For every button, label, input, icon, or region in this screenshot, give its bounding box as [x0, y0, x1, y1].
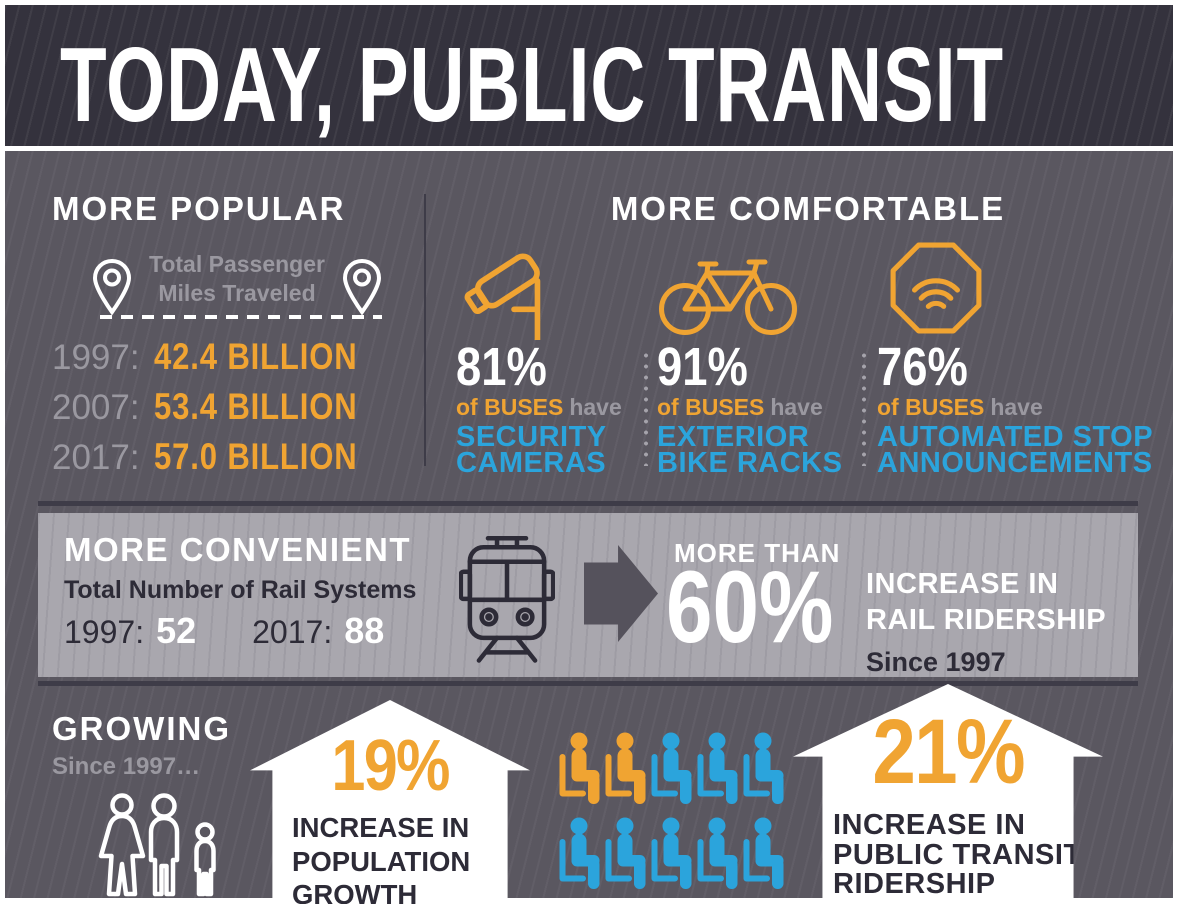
- seated-rider-icon: [694, 732, 740, 804]
- miles-year: 2017:: [52, 438, 140, 477]
- feature-label: SECURITY CAMERAS: [456, 421, 607, 479]
- rail-systems-stats: 1997: 52 2017: 88: [64, 610, 384, 652]
- map-pin-icon: [90, 258, 134, 316]
- dotted-separator: [862, 350, 866, 466]
- feature-line: BIKE RACKS: [657, 447, 843, 479]
- miles-row-2007: 2007: 53.4 BILLION: [52, 386, 396, 428]
- band-bottom-rule: [38, 681, 1138, 686]
- map-pin-icon: [340, 258, 384, 316]
- miles-value: 53.4 BILLION: [153, 386, 358, 427]
- bicycle-icon: [656, 250, 800, 336]
- buses-percent: 81%: [456, 337, 547, 397]
- seated-riders-grid: [556, 732, 786, 889]
- of-buses-have-line: of BUSES have: [456, 394, 622, 421]
- tram-icon: [459, 526, 555, 670]
- section-divider: [424, 194, 426, 466]
- rail-value: 52: [156, 610, 197, 651]
- miles-value: 42.4 BILLION: [153, 336, 358, 377]
- header-band: TODAY, PUBLIC TRANSIT: [5, 5, 1173, 146]
- more-convenient-heading: MORE CONVENIENT: [64, 531, 412, 568]
- seated-rider-icon: [602, 817, 648, 889]
- rail-year: 1997:: [64, 614, 145, 650]
- more-popular-heading: MORE POPULAR: [52, 190, 346, 227]
- growing-heading: GROWING: [52, 710, 231, 747]
- seated-rider-icon: [602, 732, 648, 804]
- more-than-label: MORE THAN: [674, 538, 841, 568]
- have-text: have: [770, 394, 823, 420]
- population-line: INCREASE IN: [292, 812, 470, 843]
- of-buses-text: of BUSES: [657, 394, 765, 420]
- rail-value: 88: [344, 610, 385, 651]
- feature-line: ANNOUNCEMENTS: [877, 447, 1153, 479]
- have-text: have: [990, 394, 1043, 420]
- feature-line: SECURITY: [456, 421, 607, 453]
- feature-line: AUTOMATED STOP: [877, 421, 1154, 453]
- buses-percent: 91%: [657, 337, 748, 397]
- of-buses-text: of BUSES: [877, 394, 985, 420]
- ridership-line: RIDERSHIP: [833, 868, 996, 900]
- family-icon: [92, 792, 240, 898]
- rail-ridership-percent: 60%: [666, 550, 834, 664]
- seated-rider-icon: [694, 817, 740, 889]
- of-buses-text: of BUSES: [456, 394, 564, 420]
- rail-since-label: Since 1997: [866, 647, 1006, 677]
- security-camera-icon: [460, 242, 566, 340]
- miles-year: 1997:: [52, 338, 140, 377]
- population-line: GROWTH: [292, 879, 418, 910]
- population-line: POPULATION: [292, 845, 471, 877]
- feature-line: EXTERIOR: [657, 421, 810, 453]
- dashed-route-line: [100, 315, 382, 319]
- passenger-miles-label-line1: Total Passenger: [149, 251, 325, 277]
- rail-increase-line1: INCREASE IN: [866, 568, 1059, 600]
- of-buses-have-line: of BUSES have: [877, 394, 1043, 421]
- miles-row-2017: 2017: 57.0 BILLION: [52, 436, 396, 478]
- have-text: have: [569, 394, 622, 420]
- buses-percent: 76%: [877, 337, 968, 397]
- seated-rider-icon: [556, 817, 602, 889]
- feature-label: AUTOMATED STOP ANNOUNCEMENTS: [877, 421, 1154, 479]
- passenger-miles-label: Total Passenger Miles Traveled: [128, 250, 346, 308]
- ridership-line: INCREASE IN: [833, 809, 1026, 841]
- seated-rider-icon: [740, 732, 786, 804]
- miles-year: 2007:: [52, 388, 140, 427]
- dotted-separator: [644, 350, 648, 466]
- speaker-octagon-icon: [888, 240, 984, 336]
- of-buses-have-line: of BUSES have: [657, 394, 823, 421]
- rail-ridership-block: INCREASE IN RAIL RIDERSHIP Since 1997: [866, 566, 1106, 678]
- seated-rider-icon: [556, 732, 602, 804]
- passenger-miles-label-line2: Miles Traveled: [158, 279, 316, 306]
- page-title: TODAY, PUBLIC TRANSIT: [60, 26, 1004, 144]
- miles-row-1997: 1997: 42.4 BILLION: [52, 336, 396, 378]
- seated-rider-icon: [648, 732, 694, 804]
- ridership-line: PUBLIC TRANSIT: [833, 838, 1082, 871]
- more-comfortable-heading: MORE COMFORTABLE: [610, 190, 1006, 227]
- seated-rider-icon: [740, 817, 786, 889]
- rail-systems-label: Total Number of Rail Systems: [64, 576, 417, 604]
- seated-rider-icon: [648, 817, 694, 889]
- feature-label: EXTERIOR BIKE RACKS: [657, 421, 843, 479]
- growing-since-label: Since 1997…: [52, 753, 201, 780]
- feature-line: CAMERAS: [456, 447, 607, 479]
- rail-year: 2017:: [252, 614, 333, 650]
- population-growth-label: INCREASE IN POPULATION GROWTH: [292, 811, 471, 910]
- rail-increase-line2: RAIL RIDERSHIP: [866, 604, 1107, 636]
- transit-ridership-label: INCREASE IN PUBLIC TRANSIT RIDERSHIP: [833, 809, 1082, 900]
- band-top-rule: [38, 501, 1138, 506]
- population-percent: 19%: [331, 726, 450, 806]
- miles-value: 57.0 BILLION: [153, 436, 358, 477]
- ridership-percent: 21%: [872, 701, 1025, 803]
